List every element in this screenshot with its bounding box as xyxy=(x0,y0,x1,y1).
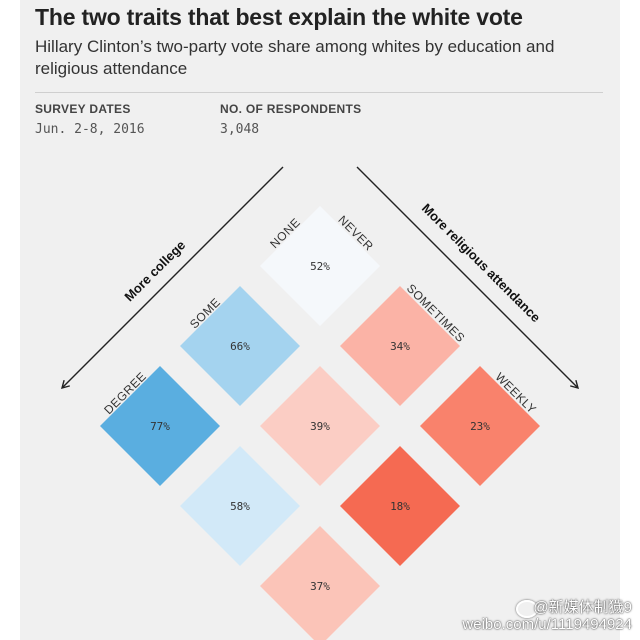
heatmap-cell-value: 18% xyxy=(390,500,410,513)
heatmap-cell-diamond xyxy=(100,366,220,486)
watermark-handle: @新媒体制獩9 xyxy=(533,599,632,616)
heatmap-cell-diamond xyxy=(260,366,380,486)
heatmap-cell-value: 52% xyxy=(310,260,330,273)
heatmap-cell: 52% xyxy=(260,206,380,326)
chart-title: The two traits that best explain the whi… xyxy=(35,4,523,30)
survey-dates-value: Jun. 2-8, 2016 xyxy=(35,122,145,137)
heatmap-cell-value: 23% xyxy=(470,420,490,433)
heatmap-cell-value: 39% xyxy=(310,420,330,433)
heatmap-cell-diamond xyxy=(340,446,460,566)
watermark-url: weibo.com/u/1119494924 xyxy=(462,616,632,633)
heatmap-cell-diamond xyxy=(260,526,380,640)
weibo-logo-icon xyxy=(516,600,538,618)
heatmap-cell: 18% xyxy=(340,446,460,566)
heatmap-cell-value: 66% xyxy=(230,340,250,353)
heatmap-cell-diamond xyxy=(260,206,380,326)
heatmap-cell: 34% xyxy=(340,286,460,406)
education-axis-arrow xyxy=(61,166,284,389)
heatmap-cell-value: 34% xyxy=(390,340,410,353)
heatmap-cell: 77% xyxy=(100,366,220,486)
heatmap-cell-diamond xyxy=(340,286,460,406)
attendance-axis-arrow xyxy=(356,166,579,389)
respondents-value: 3,048 xyxy=(220,122,260,137)
heatmap-cell-value: 58% xyxy=(230,500,250,513)
chart-subtitle: Hillary Clinton’s two-party vote share a… xyxy=(35,37,555,78)
heatmap-cell: 58% xyxy=(180,446,300,566)
divider xyxy=(35,92,603,93)
heatmap-cell: 37% xyxy=(260,526,380,640)
respondents-label: NO. OF RESPONDENTS xyxy=(220,102,362,116)
survey-dates-label: SURVEY DATES xyxy=(35,102,131,116)
heatmap-cell-diamond xyxy=(180,446,300,566)
heatmap-cell-value: 37% xyxy=(310,580,330,593)
heatmap-cell: 39% xyxy=(260,366,380,486)
heatmap-cell-diamond xyxy=(180,286,300,406)
heatmap-cell-diamond xyxy=(420,366,540,486)
heatmap-cell: 23% xyxy=(420,366,540,486)
heatmap-cell-value: 77% xyxy=(150,420,170,433)
heatmap-cell: 66% xyxy=(180,286,300,406)
